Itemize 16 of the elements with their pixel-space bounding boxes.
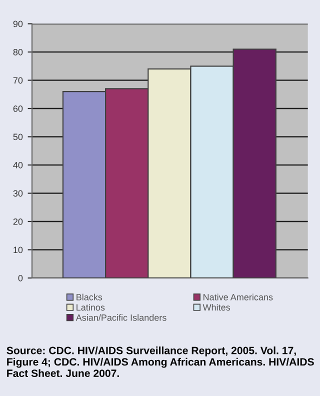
y-tick-label: 40 bbox=[13, 162, 23, 168]
y-tick-label: 10 bbox=[14, 246, 23, 254]
source-note: Source: CDC. HIV/AIDS Surveillance Report, 2005. Vol. 17, Figure 4; CDC. HIV/AIDS Among African Americans. HIV/AIDS Fact Sheet. June 2007. bbox=[6, 346, 314, 378]
y-tick-label: 50 bbox=[13, 134, 23, 140]
y-tick-label: 0 bbox=[18, 274, 23, 282]
legend-label: Asian/Pacific Islanders bbox=[76, 314, 166, 321]
y-tick-label: 20 bbox=[13, 218, 23, 225]
legend-label: Whites bbox=[202, 304, 230, 311]
legend-label: Native Americans bbox=[204, 294, 273, 300]
y-tick-label: 60 bbox=[13, 105, 23, 112]
y-tick-label: 30 bbox=[13, 190, 23, 197]
legend-label: Blacks bbox=[76, 294, 102, 300]
y-tick-label: 90 bbox=[13, 20, 23, 28]
y-tick-label: 80 bbox=[13, 48, 23, 56]
y-tick-label: 70 bbox=[13, 77, 23, 84]
legend-label: Latinos bbox=[76, 304, 105, 311]
